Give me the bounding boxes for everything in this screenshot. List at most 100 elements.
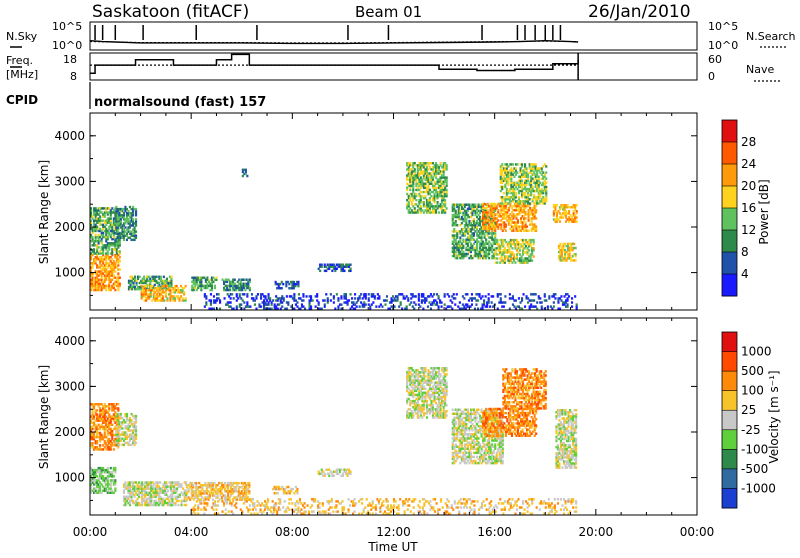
y-tick-label: 1000 bbox=[54, 266, 85, 280]
data-cell bbox=[227, 492, 229, 494]
data-cell bbox=[232, 492, 234, 494]
data-cell bbox=[533, 194, 535, 196]
data-cell bbox=[114, 487, 116, 489]
data-cell bbox=[457, 305, 459, 307]
data-cell bbox=[110, 289, 112, 291]
data-cell bbox=[368, 297, 370, 299]
data-cell bbox=[324, 303, 326, 305]
data-cell bbox=[110, 420, 112, 422]
data-cell bbox=[113, 403, 115, 405]
data-cell bbox=[178, 504, 180, 506]
data-cell bbox=[245, 492, 247, 494]
data-cell bbox=[501, 171, 503, 173]
data-cell bbox=[505, 217, 507, 219]
data-cell bbox=[496, 217, 498, 219]
data-cell bbox=[135, 421, 137, 423]
data-cell bbox=[226, 281, 228, 283]
data-cell bbox=[493, 209, 495, 211]
data-cell bbox=[479, 216, 481, 218]
data-cell bbox=[110, 467, 112, 469]
data-cell bbox=[408, 203, 410, 205]
data-cell bbox=[236, 299, 238, 301]
data-cell bbox=[138, 494, 140, 496]
data-cell bbox=[176, 490, 178, 492]
data-cell bbox=[165, 289, 167, 291]
data-cell bbox=[212, 498, 214, 500]
data-cell bbox=[205, 295, 207, 297]
data-cell bbox=[324, 299, 326, 301]
colorbar-segment bbox=[722, 142, 737, 165]
data-cell bbox=[302, 295, 304, 297]
data-cell bbox=[488, 297, 490, 299]
data-cell bbox=[535, 209, 537, 211]
data-cell bbox=[575, 253, 577, 255]
data-cell bbox=[217, 484, 219, 486]
data-cell bbox=[536, 200, 538, 202]
data-cell bbox=[564, 243, 566, 245]
data-cell bbox=[514, 261, 516, 263]
data-cell bbox=[497, 228, 499, 230]
data-cell bbox=[368, 299, 370, 301]
nave-tick-top: 60 bbox=[708, 53, 722, 66]
data-cell bbox=[553, 305, 555, 307]
data-cell bbox=[545, 171, 547, 173]
data-cell bbox=[205, 303, 207, 305]
data-cell bbox=[249, 279, 251, 281]
data-cell bbox=[535, 225, 537, 227]
data-cell bbox=[479, 293, 481, 295]
data-cell bbox=[501, 202, 503, 204]
data-cell bbox=[240, 297, 242, 299]
data-cell bbox=[532, 178, 534, 180]
colorbar-segment bbox=[722, 120, 737, 143]
data-cell bbox=[415, 295, 417, 297]
data-cell bbox=[99, 485, 101, 487]
data-cell bbox=[427, 168, 429, 170]
data-cell bbox=[524, 163, 526, 165]
data-cell bbox=[384, 303, 386, 305]
data-cell bbox=[327, 299, 329, 301]
data-cell bbox=[99, 440, 101, 442]
data-cell bbox=[262, 293, 264, 295]
data-cell bbox=[438, 211, 440, 213]
data-cell bbox=[143, 276, 145, 278]
data-cell bbox=[444, 162, 446, 164]
data-cell bbox=[512, 200, 514, 202]
data-cell bbox=[486, 303, 488, 305]
data-cell bbox=[506, 167, 508, 169]
data-cell bbox=[229, 289, 231, 291]
colorbar-segment bbox=[722, 252, 737, 275]
data-cell bbox=[185, 504, 187, 506]
data-cell bbox=[297, 283, 299, 285]
data-cell bbox=[571, 297, 573, 299]
data-cell bbox=[435, 162, 437, 164]
data-cell bbox=[288, 283, 290, 285]
data-cell bbox=[491, 245, 493, 247]
data-cell bbox=[165, 291, 167, 293]
data-cell bbox=[151, 285, 153, 287]
data-cell bbox=[530, 180, 532, 182]
data-cell bbox=[101, 240, 103, 242]
data-cell bbox=[429, 207, 431, 209]
data-cell bbox=[459, 301, 461, 303]
data-cell bbox=[108, 405, 110, 407]
data-cell bbox=[568, 210, 570, 212]
data-cell bbox=[108, 413, 110, 415]
data-cell bbox=[471, 245, 473, 247]
data-cell bbox=[240, 303, 242, 305]
data-cell bbox=[318, 301, 320, 303]
data-cell bbox=[124, 206, 126, 208]
data-cell bbox=[435, 189, 437, 191]
data-cell bbox=[132, 212, 134, 214]
data-cell bbox=[120, 220, 122, 222]
data-cell bbox=[566, 259, 568, 261]
data-cell bbox=[195, 482, 197, 484]
data-cell bbox=[505, 223, 507, 225]
data-cell bbox=[287, 303, 289, 305]
data-cell bbox=[310, 305, 312, 307]
data-cell bbox=[421, 209, 423, 211]
data-cell bbox=[406, 193, 408, 195]
data-cell bbox=[444, 295, 446, 297]
data-cell bbox=[420, 211, 422, 213]
data-cell bbox=[141, 502, 143, 504]
data-cell bbox=[556, 212, 558, 214]
